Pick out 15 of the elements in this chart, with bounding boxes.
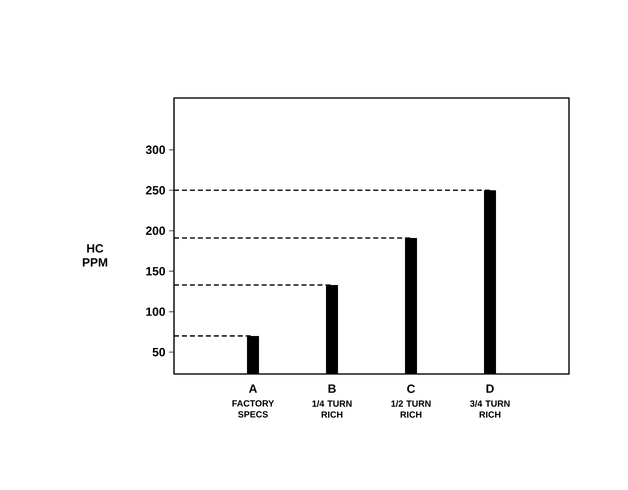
y-tick-label: 150 xyxy=(146,266,165,276)
y-tick-label: 50 xyxy=(152,348,165,356)
text: 3/4 TURN RICH xyxy=(470,400,510,418)
x-tick-label: A xyxy=(248,384,257,393)
x-tick-label: D xyxy=(486,384,494,393)
x-tick-label: B xyxy=(328,384,336,393)
y-tick-label: 300 xyxy=(146,146,165,154)
y-tick-label: 250 xyxy=(146,186,165,194)
text: 1/2 TURN RICH xyxy=(391,400,431,418)
y-axis-title: HC PPM xyxy=(82,244,108,266)
x-tick-label: C xyxy=(407,384,415,393)
y-tick-label: 200 xyxy=(146,226,165,235)
text: FACTORY SPECS xyxy=(232,400,274,418)
text: 1/4 TURN RICH xyxy=(312,400,352,418)
y-tick-label: 100 xyxy=(146,307,165,316)
